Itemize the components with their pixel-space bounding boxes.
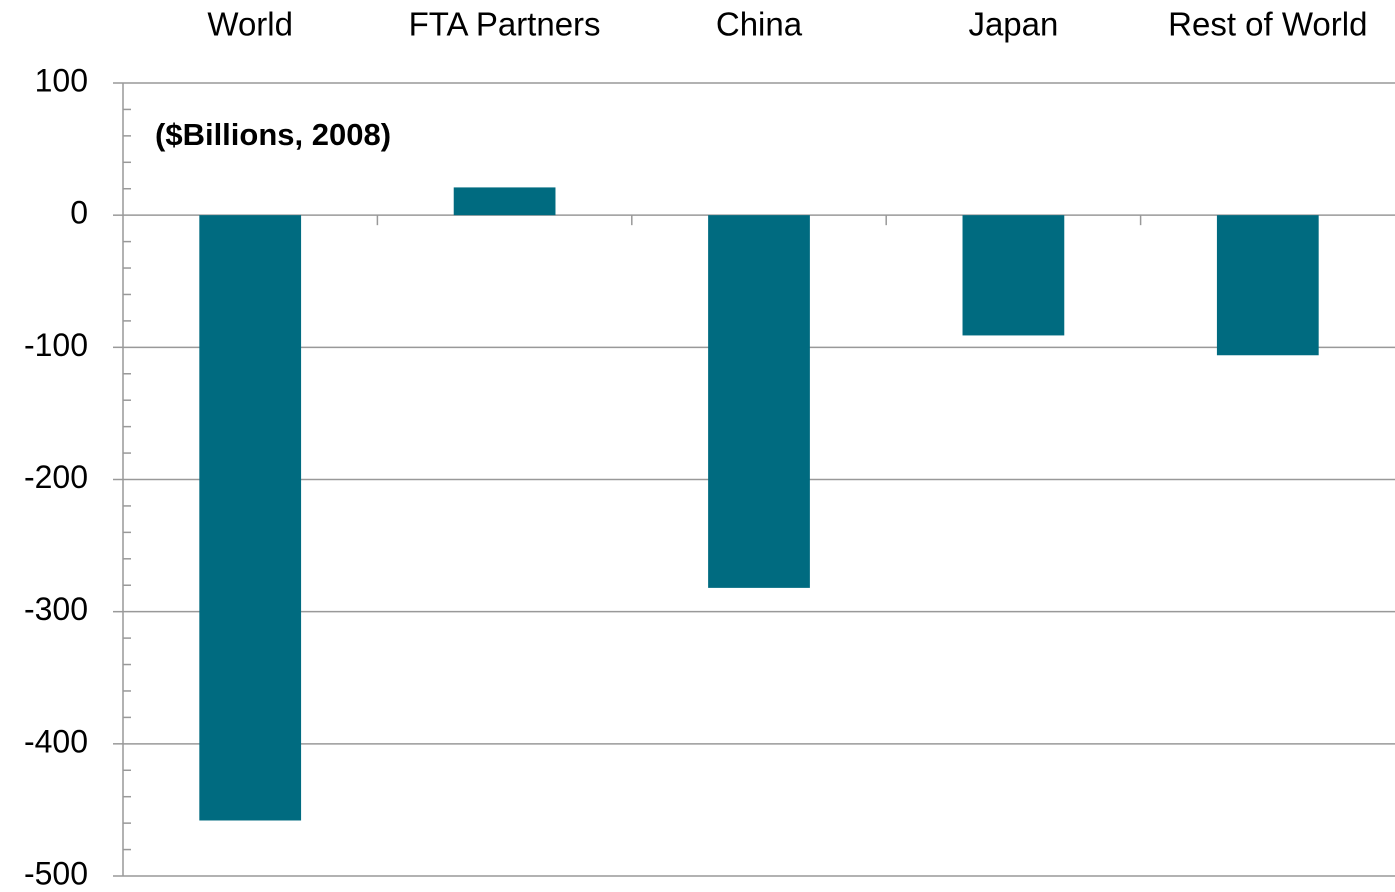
- x-tick-label: China: [716, 6, 803, 43]
- y-tick-label: 0: [70, 195, 88, 231]
- y-tick-label: -200: [24, 459, 88, 495]
- bar: [453, 187, 556, 216]
- bar: [199, 215, 302, 821]
- y-tick-label: -300: [24, 591, 88, 627]
- y-tick-label: -100: [24, 327, 88, 363]
- bar: [708, 215, 810, 588]
- y-tick-label: 100: [35, 62, 88, 98]
- x-tick-label: World: [207, 6, 293, 43]
- x-tick-label: FTA Partners: [409, 6, 601, 43]
- chart-subtitle: ($Billions, 2008): [155, 117, 391, 152]
- y-tick-label: -400: [24, 723, 88, 759]
- x-tick-label: Japan: [968, 6, 1058, 43]
- bar: [962, 215, 1065, 336]
- y-tick-label: -500: [24, 855, 88, 891]
- bar: [1216, 215, 1319, 356]
- x-tick-label: Rest of World: [1168, 6, 1367, 43]
